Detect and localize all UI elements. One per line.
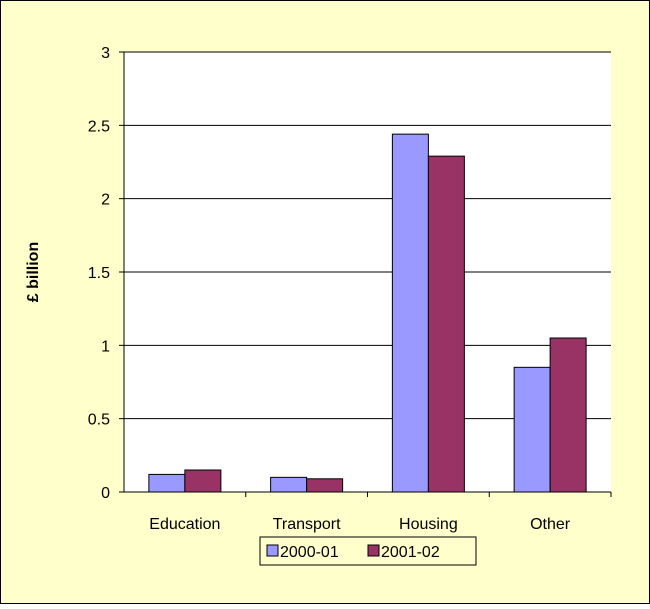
bar-housing-2001-02	[427, 155, 465, 493]
bar-education-2000-01	[148, 473, 186, 493]
x-tick-label: Transport	[273, 516, 341, 533]
y-tick-label: 2	[101, 192, 110, 209]
bar-education-2001-02	[184, 469, 222, 493]
y-tick-label: 1.5	[88, 265, 110, 282]
bar-other-2001-02	[549, 337, 587, 493]
x-tick-label: Other	[530, 516, 571, 533]
legend-label-2000-01: 2000-01	[280, 544, 339, 561]
y-tick-label: 3	[101, 45, 110, 62]
bar-transport-2001-02	[306, 478, 344, 493]
x-tick-labels: Education Transport Housing Other	[149, 516, 571, 533]
y-tick-label: 0.5	[88, 412, 110, 429]
y-tick-labels: 0 0.5 1 1.5 2 2.5 3	[88, 45, 110, 502]
bar-housing-2000-01	[391, 133, 429, 493]
legend-swatch-2001-02	[367, 544, 380, 557]
axes	[123, 52, 612, 497]
gridlines	[119, 51, 611, 493]
y-tick-label: 1	[101, 338, 110, 355]
legend: 2000-01 2001-02	[259, 536, 477, 566]
y-tick-label: 2.5	[88, 118, 110, 135]
x-tick-label: Education	[149, 516, 220, 533]
y-axis-label: £ billion	[25, 242, 42, 302]
legend-label-2001-02: 2001-02	[381, 544, 440, 561]
bar-other-2000-01	[513, 366, 551, 493]
legend-swatch-2000-01	[266, 544, 279, 557]
bar-transport-2000-01	[270, 476, 308, 493]
x-tick-label: Housing	[399, 516, 458, 533]
y-tick-label: 0	[101, 485, 110, 502]
bars	[148, 133, 587, 493]
